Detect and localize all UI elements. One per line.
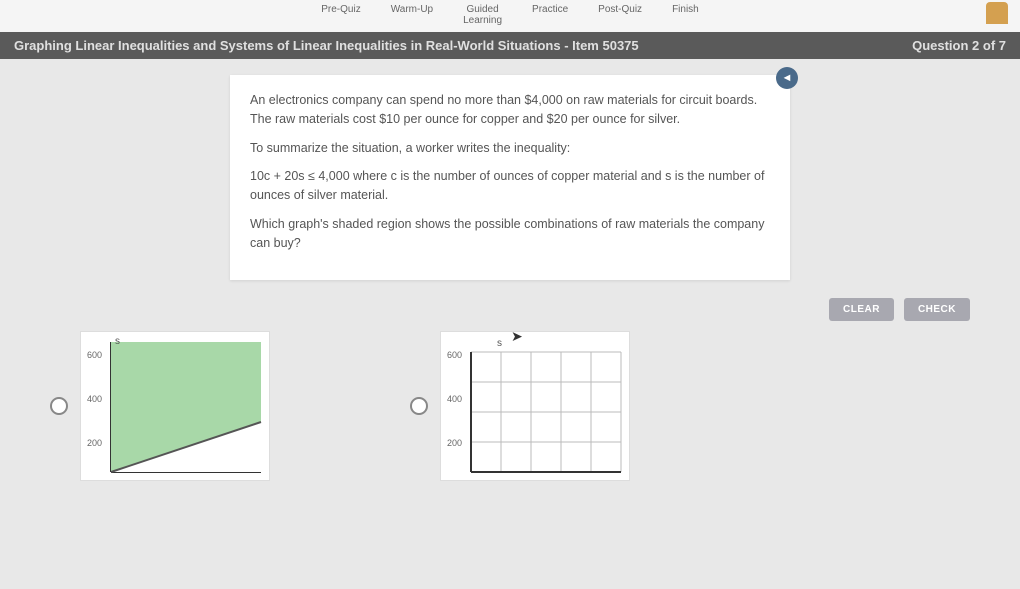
choice-a-graph: s 600 400 200	[80, 331, 270, 481]
question-paragraph-2: To summarize the situation, a worker wri…	[250, 139, 770, 158]
nav-step-guided[interactable]: Guided Learning	[463, 4, 502, 26]
hint-button[interactable]: ◄	[776, 67, 798, 89]
content-area: ◄ An electronics company can spend no mo…	[0, 59, 1020, 481]
action-buttons: CLEAR CHECK	[20, 298, 1000, 331]
question-progress: Question 2 of 7	[912, 38, 1006, 53]
check-button[interactable]: CHECK	[904, 298, 970, 321]
question-paragraph-1: An electronics company can spend no more…	[250, 91, 770, 129]
lesson-title: Graphing Linear Inequalities and Systems…	[14, 38, 639, 53]
choice-b: ➤	[410, 331, 630, 481]
question-card: ◄ An electronics company can spend no mo…	[230, 75, 790, 280]
progress-nav: Pre-Quiz Warm-Up Guided Learning Practic…	[0, 0, 1020, 32]
graph-a-ytick-200: 200	[87, 438, 102, 448]
svg-text:s: s	[497, 338, 502, 349]
graph-b-svg: s	[441, 332, 631, 482]
nav-step-postquiz[interactable]: Post-Quiz	[598, 4, 642, 26]
nav-step-prequiz[interactable]: Pre-Quiz	[321, 4, 360, 26]
nav-step-practice[interactable]: Practice	[532, 4, 568, 26]
avatar-icon[interactable]	[986, 2, 1008, 24]
choice-a-radio[interactable]	[50, 397, 68, 415]
cursor-icon: ➤	[511, 328, 523, 345]
graph-a-ytick-600: 600	[87, 350, 102, 360]
graph-a-ytick-400: 400	[87, 394, 102, 404]
graph-a-svg: s	[81, 332, 271, 482]
choice-b-radio[interactable]	[410, 397, 428, 415]
graph-b-ytick-200: 200	[447, 438, 462, 448]
question-prompt: Which graph's shaded region shows the po…	[250, 215, 770, 253]
svg-text:s: s	[115, 336, 120, 347]
question-inequality: 10c + 20s ≤ 4,000 where c is the number …	[250, 167, 770, 205]
graph-b-ytick-400: 400	[447, 394, 462, 404]
lesson-title-bar: Graphing Linear Inequalities and Systems…	[0, 32, 1020, 59]
answer-choices: s 600 400 200 ➤	[20, 331, 1000, 481]
choice-a: s 600 400 200	[50, 331, 270, 481]
nav-step-warmup[interactable]: Warm-Up	[391, 4, 433, 26]
graph-b-ytick-600: 600	[447, 350, 462, 360]
choice-b-graph: ➤	[440, 331, 630, 481]
clear-button[interactable]: CLEAR	[829, 298, 894, 321]
nav-step-finish[interactable]: Finish	[672, 4, 699, 26]
